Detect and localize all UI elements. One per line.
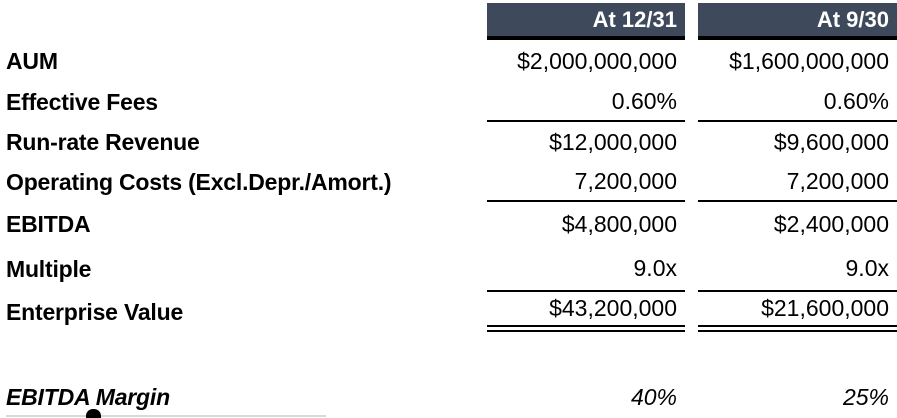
row-label: EBITDA Margin xyxy=(6,383,170,410)
column-gap xyxy=(685,122,698,162)
column-header-at-9-30: At 9/30 xyxy=(698,3,897,40)
column-gap xyxy=(685,292,698,332)
table-row-run-rate-revenue: Run-rate Revenue $12,000,000 $9,600,000 xyxy=(0,122,897,162)
enterprise-value-sep: $21,600,000 xyxy=(698,292,897,332)
run-rate-revenue-value-dec: $12,000,000 xyxy=(549,128,677,155)
column-gap xyxy=(685,202,698,246)
table-row-ebitda-margin: EBITDA Margin 40% 25% xyxy=(0,377,897,417)
header-empty-cell xyxy=(0,3,487,40)
ebitda-margin-value-sep: 25% xyxy=(842,383,889,410)
column-gap xyxy=(685,377,698,417)
column-header-at-12-31: At 12/31 xyxy=(487,3,685,40)
operating-costs-value-dec: 7,200,000 xyxy=(487,162,685,202)
column-gap xyxy=(685,3,698,40)
table-row-operating-costs: Operating Costs (Excl.Depr./Amort.) 7,20… xyxy=(0,162,897,202)
row-label: Multiple xyxy=(6,255,92,282)
column-gap xyxy=(685,40,698,82)
clipped-next-row-fragment xyxy=(86,409,101,418)
effective-fees-value-dec: 0.60% xyxy=(487,82,685,122)
run-rate-revenue-value-sep: $9,600,000 xyxy=(773,128,889,155)
spacer-row xyxy=(0,332,897,377)
aum-value-dec: $2,000,000,000 xyxy=(517,47,677,74)
column-gap xyxy=(685,162,698,202)
clipped-next-row-smudge xyxy=(6,415,326,417)
multiple-value-dec: 9.0x xyxy=(487,246,685,292)
table-row-effective-fees: Effective Fees 0.60% 0.60% xyxy=(0,82,897,122)
multiple-value-sep: 9.0x xyxy=(698,246,897,292)
aum-value-sep: $1,600,000,000 xyxy=(729,47,889,74)
effective-fees-value-sep: 0.60% xyxy=(698,82,897,122)
row-label: Effective Fees xyxy=(6,88,158,115)
row-label: AUM xyxy=(6,47,58,74)
table-row-enterprise-value: Enterprise Value $43,200,000 $21,600,000 xyxy=(0,292,897,332)
table-row-multiple: Multiple 9.0x 9.0x xyxy=(0,246,897,292)
ebitda-margin-value-dec: 40% xyxy=(630,383,677,410)
enterprise-value-dec: $43,200,000 xyxy=(487,292,685,332)
table-row-aum: AUM $2,000,000,000 $1,600,000,000 xyxy=(0,40,897,82)
table-row-ebitda: EBITDA $4,800,000 $2,400,000 xyxy=(0,202,897,246)
row-label: Operating Costs (Excl.Depr./Amort.) xyxy=(6,168,392,195)
row-label: Run-rate Revenue xyxy=(6,128,200,155)
operating-costs-value-sep: 7,200,000 xyxy=(698,162,897,202)
row-label: EBITDA xyxy=(6,210,91,237)
ebitda-value-dec: $4,800,000 xyxy=(561,210,677,237)
table-header-row: At 12/31 At 9/30 xyxy=(0,3,897,40)
ebitda-value-sep: $2,400,000 xyxy=(773,210,889,237)
column-gap xyxy=(685,82,698,122)
column-gap xyxy=(685,246,698,292)
row-label: Enterprise Value xyxy=(6,298,184,325)
